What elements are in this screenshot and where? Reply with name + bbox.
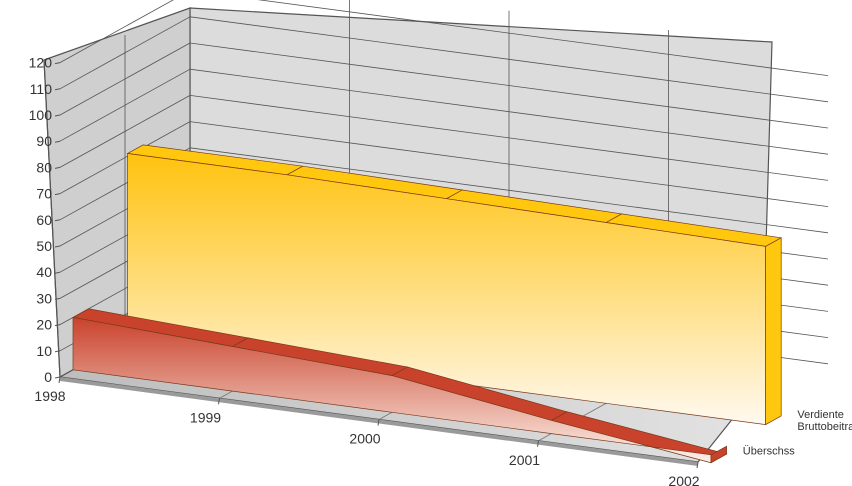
x-tick-label: 2002 <box>668 473 699 486</box>
series-label: Bruttobeitrage <box>797 421 852 433</box>
y-tick-mark <box>54 297 61 300</box>
x-tick-label: 2000 <box>349 431 380 447</box>
y-tick-label: 60 <box>36 212 52 228</box>
x-tick-mark <box>58 376 61 384</box>
y-tick-label: 110 <box>30 81 53 97</box>
axes: 0 10 20 30 40 50 60 70 80 90 100 110 120 1998 1999 2000… <box>29 55 700 486</box>
y-tick-mark <box>54 88 61 91</box>
x-tick-label: 1998 <box>34 388 65 404</box>
y-tick-mark <box>54 245 61 248</box>
y-tick-mark <box>54 376 61 379</box>
y-axis-line <box>43 59 61 378</box>
y-tick-mark <box>54 350 61 353</box>
series-0 <box>71 308 728 464</box>
labels: Überschss VerdienteBruttobeitrage <box>743 409 852 457</box>
series-end-cap <box>710 445 727 464</box>
y-tick-label: 90 <box>36 133 52 149</box>
y-tick-label: 20 <box>36 317 52 333</box>
y-tick-label: 10 <box>36 343 52 359</box>
x-tick-label: 2001 <box>509 452 540 468</box>
y-tick-label: 40 <box>36 264 52 280</box>
y-tick-mark <box>54 114 61 117</box>
series <box>71 144 783 464</box>
x-tick-mark <box>537 440 539 447</box>
series-label: Überschss <box>743 445 795 457</box>
x-tick-mark <box>218 398 220 405</box>
y-tick-mark <box>54 324 61 327</box>
series-end-cap <box>765 237 782 426</box>
x-tick-mark <box>696 461 699 469</box>
y-tick-mark <box>54 140 61 143</box>
y-tick-label: 0 <box>44 369 52 385</box>
series-label: Verdiente <box>797 409 843 421</box>
y-tick-label: 120 <box>29 55 53 71</box>
y-tick-label: 80 <box>36 159 52 175</box>
grid-line-side <box>59 0 174 63</box>
y-tick-label: 50 <box>36 238 52 254</box>
y-tick-mark <box>54 219 61 222</box>
y-tick-mark <box>54 62 61 65</box>
y-tick-label: 70 <box>36 186 52 202</box>
y-tick-mark <box>54 271 61 274</box>
x-tick-label: 1999 <box>190 409 221 425</box>
y-tick-label: 30 <box>36 290 52 306</box>
y-tick-mark <box>54 193 61 196</box>
x-tick-mark <box>377 419 380 426</box>
y-tick-label: 100 <box>29 107 53 123</box>
y-tick-mark <box>54 166 61 169</box>
